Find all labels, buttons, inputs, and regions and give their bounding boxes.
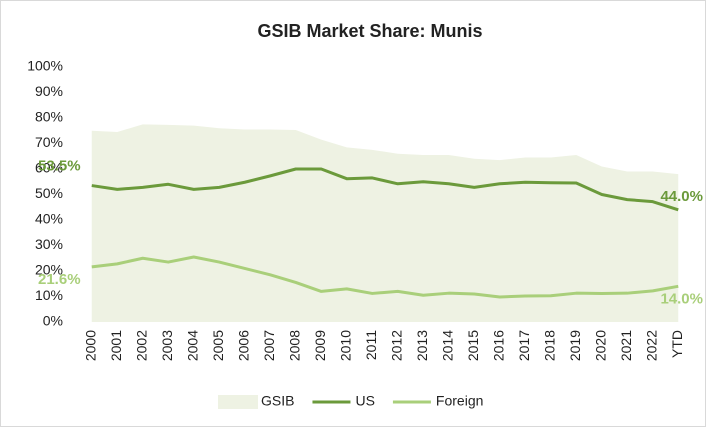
y-tick-label: 0% <box>43 313 63 329</box>
x-tick-label: 2014 <box>439 330 455 361</box>
x-tick-label: 2021 <box>618 330 634 361</box>
data-label: 14.0% <box>660 290 703 307</box>
x-tick-label: 2008 <box>286 330 302 361</box>
x-tick-label: 2011 <box>363 330 379 360</box>
area <box>91 124 679 322</box>
x-tick-label: 2000 <box>82 330 98 361</box>
legend-label: Foreign <box>436 393 483 409</box>
y-tick-label: 20% <box>35 262 63 278</box>
y-tick-label: 100% <box>27 58 63 74</box>
legend-label: US <box>355 393 374 409</box>
y-tick-label: 60% <box>35 160 63 176</box>
x-tick-label: 2003 <box>159 330 175 361</box>
y-tick-label: 40% <box>35 211 63 227</box>
x-tick-label: 2004 <box>184 330 200 361</box>
x-tick-label: 2018 <box>541 330 557 361</box>
y-tick-label: 90% <box>35 83 63 99</box>
x-tick-label: 2020 <box>592 330 608 361</box>
y-tick-label: 80% <box>35 109 63 125</box>
x-tick-label: 2006 <box>235 330 251 361</box>
line <box>91 255 679 299</box>
y-tick-label: 70% <box>35 134 63 150</box>
x-tick-label: 2017 <box>516 330 532 361</box>
x-tick-label: 2012 <box>388 330 404 361</box>
x-tick-label: 2010 <box>337 330 353 361</box>
x-tick-label: 2019 <box>567 330 583 361</box>
legend: GSIB US Foreign <box>218 393 483 409</box>
chart-title: GSIB Market Share: Munis <box>257 21 482 41</box>
x-tick-label: 2009 <box>312 330 328 361</box>
x-tick-label: 2013 <box>414 330 430 361</box>
data-label: 21.6% <box>38 271 81 288</box>
x-tick-label: 2005 <box>210 330 226 361</box>
legend-swatch <box>218 395 258 409</box>
x-tick-label: 2022 <box>643 330 659 361</box>
line <box>91 167 679 212</box>
x-tick-label: YTD <box>669 330 685 358</box>
legend-label: GSIB <box>261 393 294 409</box>
y-tick-label: 10% <box>35 287 63 303</box>
y-tick-label: 30% <box>35 236 63 252</box>
y-tick-label: 50% <box>35 185 63 201</box>
x-tick-label: 2015 <box>465 330 481 361</box>
x-tick-label: 2001 <box>108 330 124 361</box>
x-tick-label: 2002 <box>133 330 149 361</box>
data-label: 53.5% <box>38 158 81 175</box>
x-tick-label: 2016 <box>490 330 506 361</box>
x-tick-label: 2007 <box>261 330 277 361</box>
data-label: 44.0% <box>660 188 703 205</box>
